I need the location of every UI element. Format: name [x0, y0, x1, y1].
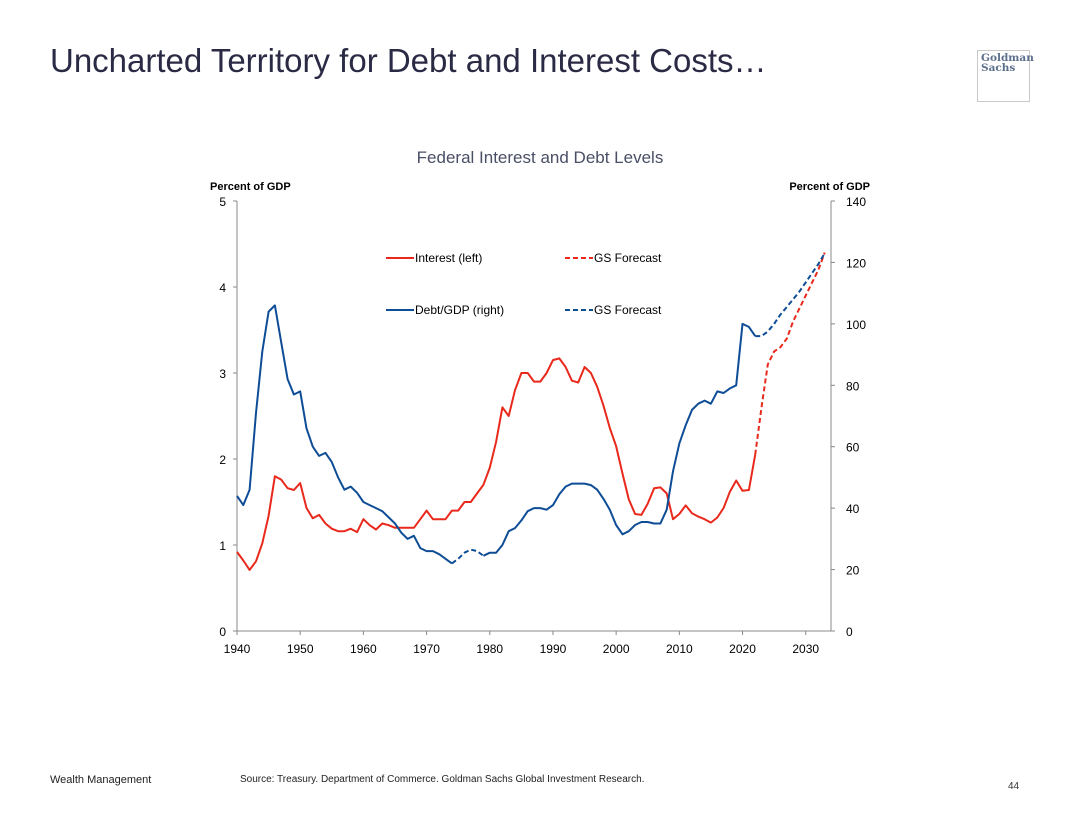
legend-label: GS Forecast	[594, 303, 662, 317]
left-y-tick-label: 4	[219, 281, 226, 295]
left-y-tick-label: 2	[219, 453, 226, 467]
series-line-interest-left-interest	[236, 357, 757, 571]
source-note: Source: Treasury. Department of Commerce…	[240, 774, 645, 785]
right-y-tick-label: 80	[846, 379, 860, 393]
x-tick-label: 1990	[540, 642, 567, 656]
left-y-tick-label: 5	[219, 195, 226, 209]
x-tick-label: 1960	[350, 642, 377, 656]
right-y-tick-label: 60	[846, 441, 860, 455]
x-tick-label: 2030	[792, 642, 819, 656]
right-y-tick-label: 120	[846, 256, 866, 270]
axes: 1940 1950 1960 1970 1980 1990 2000 2010 2020 2030…	[219, 195, 866, 656]
right-y-tick-label: 140	[846, 195, 866, 209]
x-tick-label: 1940	[224, 642, 251, 656]
x-tick-label: 2000	[603, 642, 630, 656]
x-tick-label: 1950	[287, 642, 314, 656]
chart-title: Federal Interest and Debt Levels	[417, 148, 664, 167]
series-line-debt-gdp-right-debt	[236, 304, 453, 565]
x-tick-label: 1970	[413, 642, 440, 656]
right-y-tick-label: 0	[846, 625, 853, 639]
series-line-debt-gdp-right-debt	[482, 322, 757, 557]
page-number: 44	[1008, 781, 1020, 792]
legend: Interest (left) GS Forecast Debt/GDP (righ…	[386, 251, 662, 317]
logo-line-2: Sachs	[981, 62, 1016, 74]
right-y-tick-label: 40	[846, 502, 860, 516]
legend-label: Debt/GDP (right)	[415, 303, 504, 317]
logo-line-1: Goldman	[981, 52, 1034, 64]
legend-label: Interest (left)	[415, 251, 482, 265]
right-y-tick-label: 100	[846, 318, 866, 332]
right-y-tick-label: 20	[846, 564, 860, 578]
left-axis-label: Percent of GDP	[210, 181, 291, 193]
x-tick-label: 2020	[729, 642, 756, 656]
footer-brand: Wealth Management	[50, 774, 152, 786]
goldman-sachs-logo: Goldman Sachs	[977, 50, 1034, 102]
left-y-tick-label: 1	[219, 539, 226, 553]
series-line-gs-forecast-debt	[755, 252, 826, 338]
right-axis-label: Percent of GDP	[789, 181, 870, 193]
slide-title: Uncharted Territory for Debt and Interes…	[50, 42, 767, 79]
x-tick-label: 1980	[476, 642, 503, 656]
series-line-gs-forecast-interest	[754, 252, 826, 455]
series-line-gs-forecast-debt	[451, 548, 484, 565]
left-y-tick-label: 3	[219, 367, 226, 381]
plot-area	[236, 252, 826, 571]
left-y-tick-label: 0	[219, 625, 226, 639]
x-tick-label: 2010	[666, 642, 693, 656]
legend-label: GS Forecast	[594, 251, 662, 265]
